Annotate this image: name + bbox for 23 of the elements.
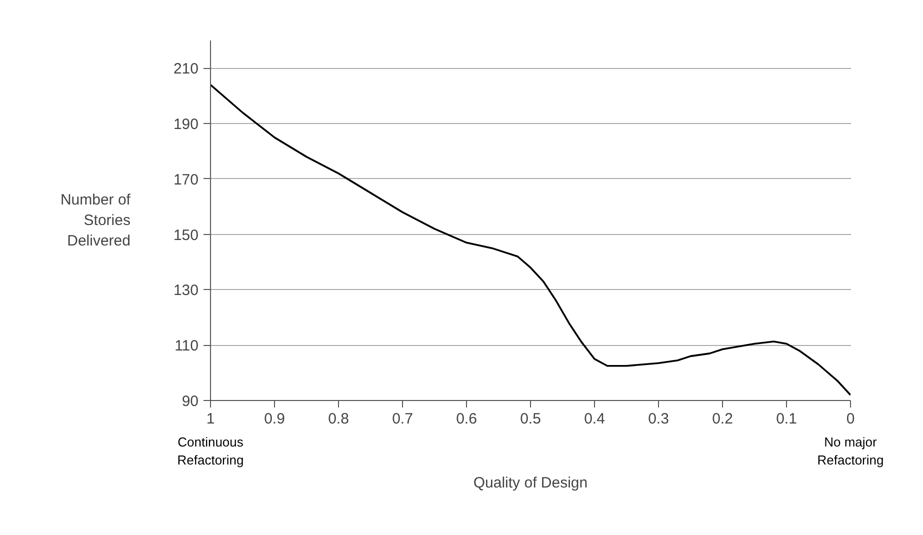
x-tick-label: 0.6 xyxy=(456,410,477,428)
x-tick-label: 0.1 xyxy=(776,410,797,428)
x-tick-label: 0.7 xyxy=(392,410,413,428)
line-series xyxy=(210,84,850,396)
x-tick-label: 0.4 xyxy=(584,410,605,428)
y-tick-label: 210 xyxy=(173,60,199,78)
text: Continuous Refactoring xyxy=(177,434,244,468)
x-tick-label: 0.9 xyxy=(264,410,285,428)
x-tick-label: 0.5 xyxy=(520,410,541,428)
x-tick-label: 0.2 xyxy=(712,410,733,428)
y-tick-label: 170 xyxy=(173,171,199,188)
y-tick-label: 110 xyxy=(174,338,199,355)
x-tick-label: 1 xyxy=(206,410,215,428)
y-tick-label: 130 xyxy=(173,282,199,300)
y-axis-title: Number of Stories Delivered xyxy=(60,192,132,250)
y-tick-label: 190 xyxy=(173,116,199,134)
y-tick-label: 90 xyxy=(182,393,199,410)
text: No major Refactoring xyxy=(817,434,884,468)
x-axis-title: Quality of Design xyxy=(473,474,588,492)
x-tick-label: 0.8 xyxy=(328,410,349,428)
x-tick-label: 0.3 xyxy=(648,410,669,428)
y-tick-label: 150 xyxy=(173,226,199,244)
x-tick-label: 0 xyxy=(846,410,855,428)
